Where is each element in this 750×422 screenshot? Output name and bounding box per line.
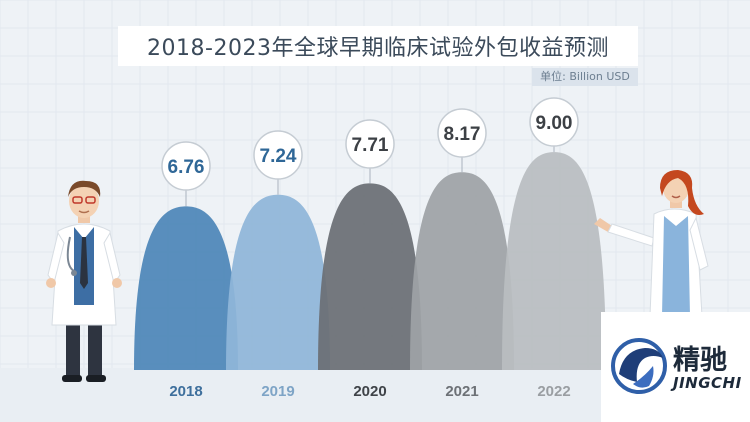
value-bubble <box>345 119 395 169</box>
bar-2020 <box>318 183 422 370</box>
category-label: 2018 <box>169 383 202 400</box>
unit-label: 单位: Billion USD <box>532 68 638 86</box>
value-label: 6.76 <box>168 157 205 178</box>
value-bubble <box>161 141 211 191</box>
value-label: 9.00 <box>536 113 573 134</box>
category-label: 2022 <box>537 383 570 400</box>
category-label: 2021 <box>445 383 478 400</box>
value-label: 7.24 <box>260 146 297 167</box>
value-bubble <box>437 108 487 158</box>
value-label: 8.17 <box>444 124 481 145</box>
logo-chinese-name: 精驰 <box>673 345 727 376</box>
value-bubble <box>253 130 303 180</box>
value-label: 7.71 <box>352 135 389 156</box>
value-bubble <box>529 97 579 147</box>
logo-english-name: JINGCHI <box>673 374 742 392</box>
bar-2021 <box>410 172 514 370</box>
doctor-male-icon <box>46 180 122 382</box>
bar-2022 <box>502 152 606 370</box>
chart-title-box: 2018-2023年全球早期临床试验外包收益预测 <box>118 26 638 66</box>
category-label: 2020 <box>353 383 386 400</box>
bar-2018 <box>134 206 238 370</box>
bar-2019 <box>226 194 330 370</box>
jingchi-logo: 精驰 JINGCHI <box>601 312 750 422</box>
doctor-female-icon <box>594 170 709 316</box>
chart-title: 2018-2023年全球早期临床试验外包收益预测 <box>147 36 609 61</box>
category-label: 2019 <box>261 383 294 400</box>
jingchi-horse-logo-icon <box>611 338 667 394</box>
